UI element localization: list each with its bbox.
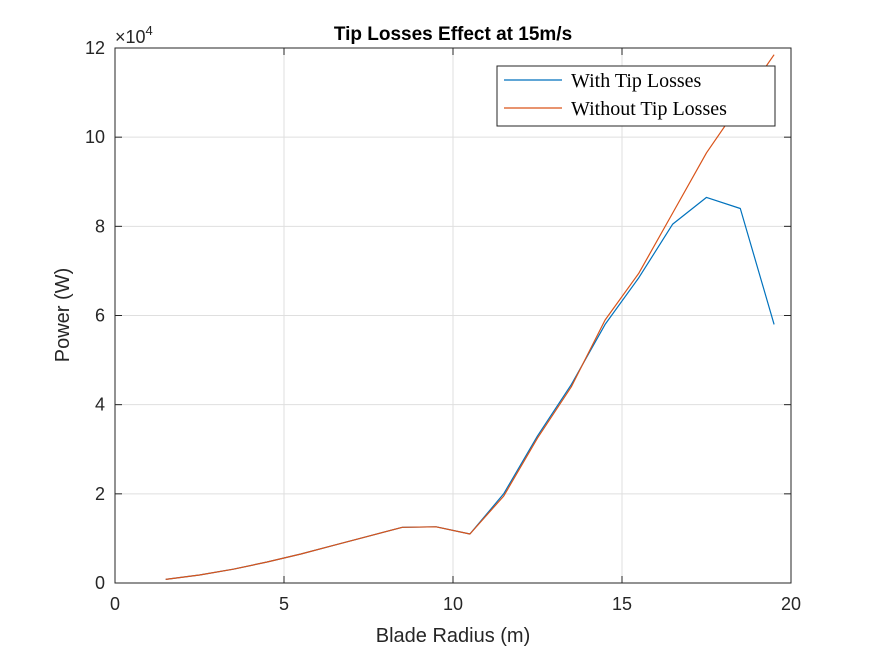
- x-axis-label: Blade Radius (m): [376, 625, 531, 647]
- y-exponent-power: 4: [146, 23, 153, 38]
- legend-box: [496, 65, 776, 127]
- x-tick-label: 0: [110, 594, 120, 614]
- x-tick-label: 10: [443, 594, 463, 614]
- ticks: [114, 47, 792, 584]
- y-tick-label: 2: [95, 484, 105, 504]
- y-exponent-label: ×104: [115, 23, 153, 47]
- chart-title: Tip Losses Effect at 15m/s: [334, 24, 572, 45]
- x-tick-label: 15: [612, 594, 632, 614]
- y-tick-label: 8: [95, 216, 105, 236]
- y-tick-label: 0: [95, 573, 105, 593]
- y-tick-label: 6: [95, 306, 105, 326]
- y-exponent-base: ×10: [115, 27, 146, 47]
- x-tick-label: 20: [781, 594, 801, 614]
- x-tick-label: 5: [279, 594, 289, 614]
- y-axis-label: Power (W): [52, 268, 74, 362]
- series-line-without-tip-losses: [165, 54, 775, 580]
- legend-label-without-tip-losses: Without Tip Losses: [571, 98, 727, 120]
- y-tick-label: 4: [95, 395, 105, 415]
- y-tick-label: 12: [85, 38, 105, 58]
- grid: [115, 48, 791, 583]
- legend-label-with-tip-losses: With Tip Losses: [571, 70, 702, 92]
- y-tick-label: 10: [85, 127, 105, 147]
- tick-labels: 0 5 10 15 20 0 2 4 6 8 10 12: [85, 38, 801, 614]
- legend[interactable]: With Tip Losses Without Tip Losses: [496, 65, 776, 127]
- series-layer: [165, 54, 775, 580]
